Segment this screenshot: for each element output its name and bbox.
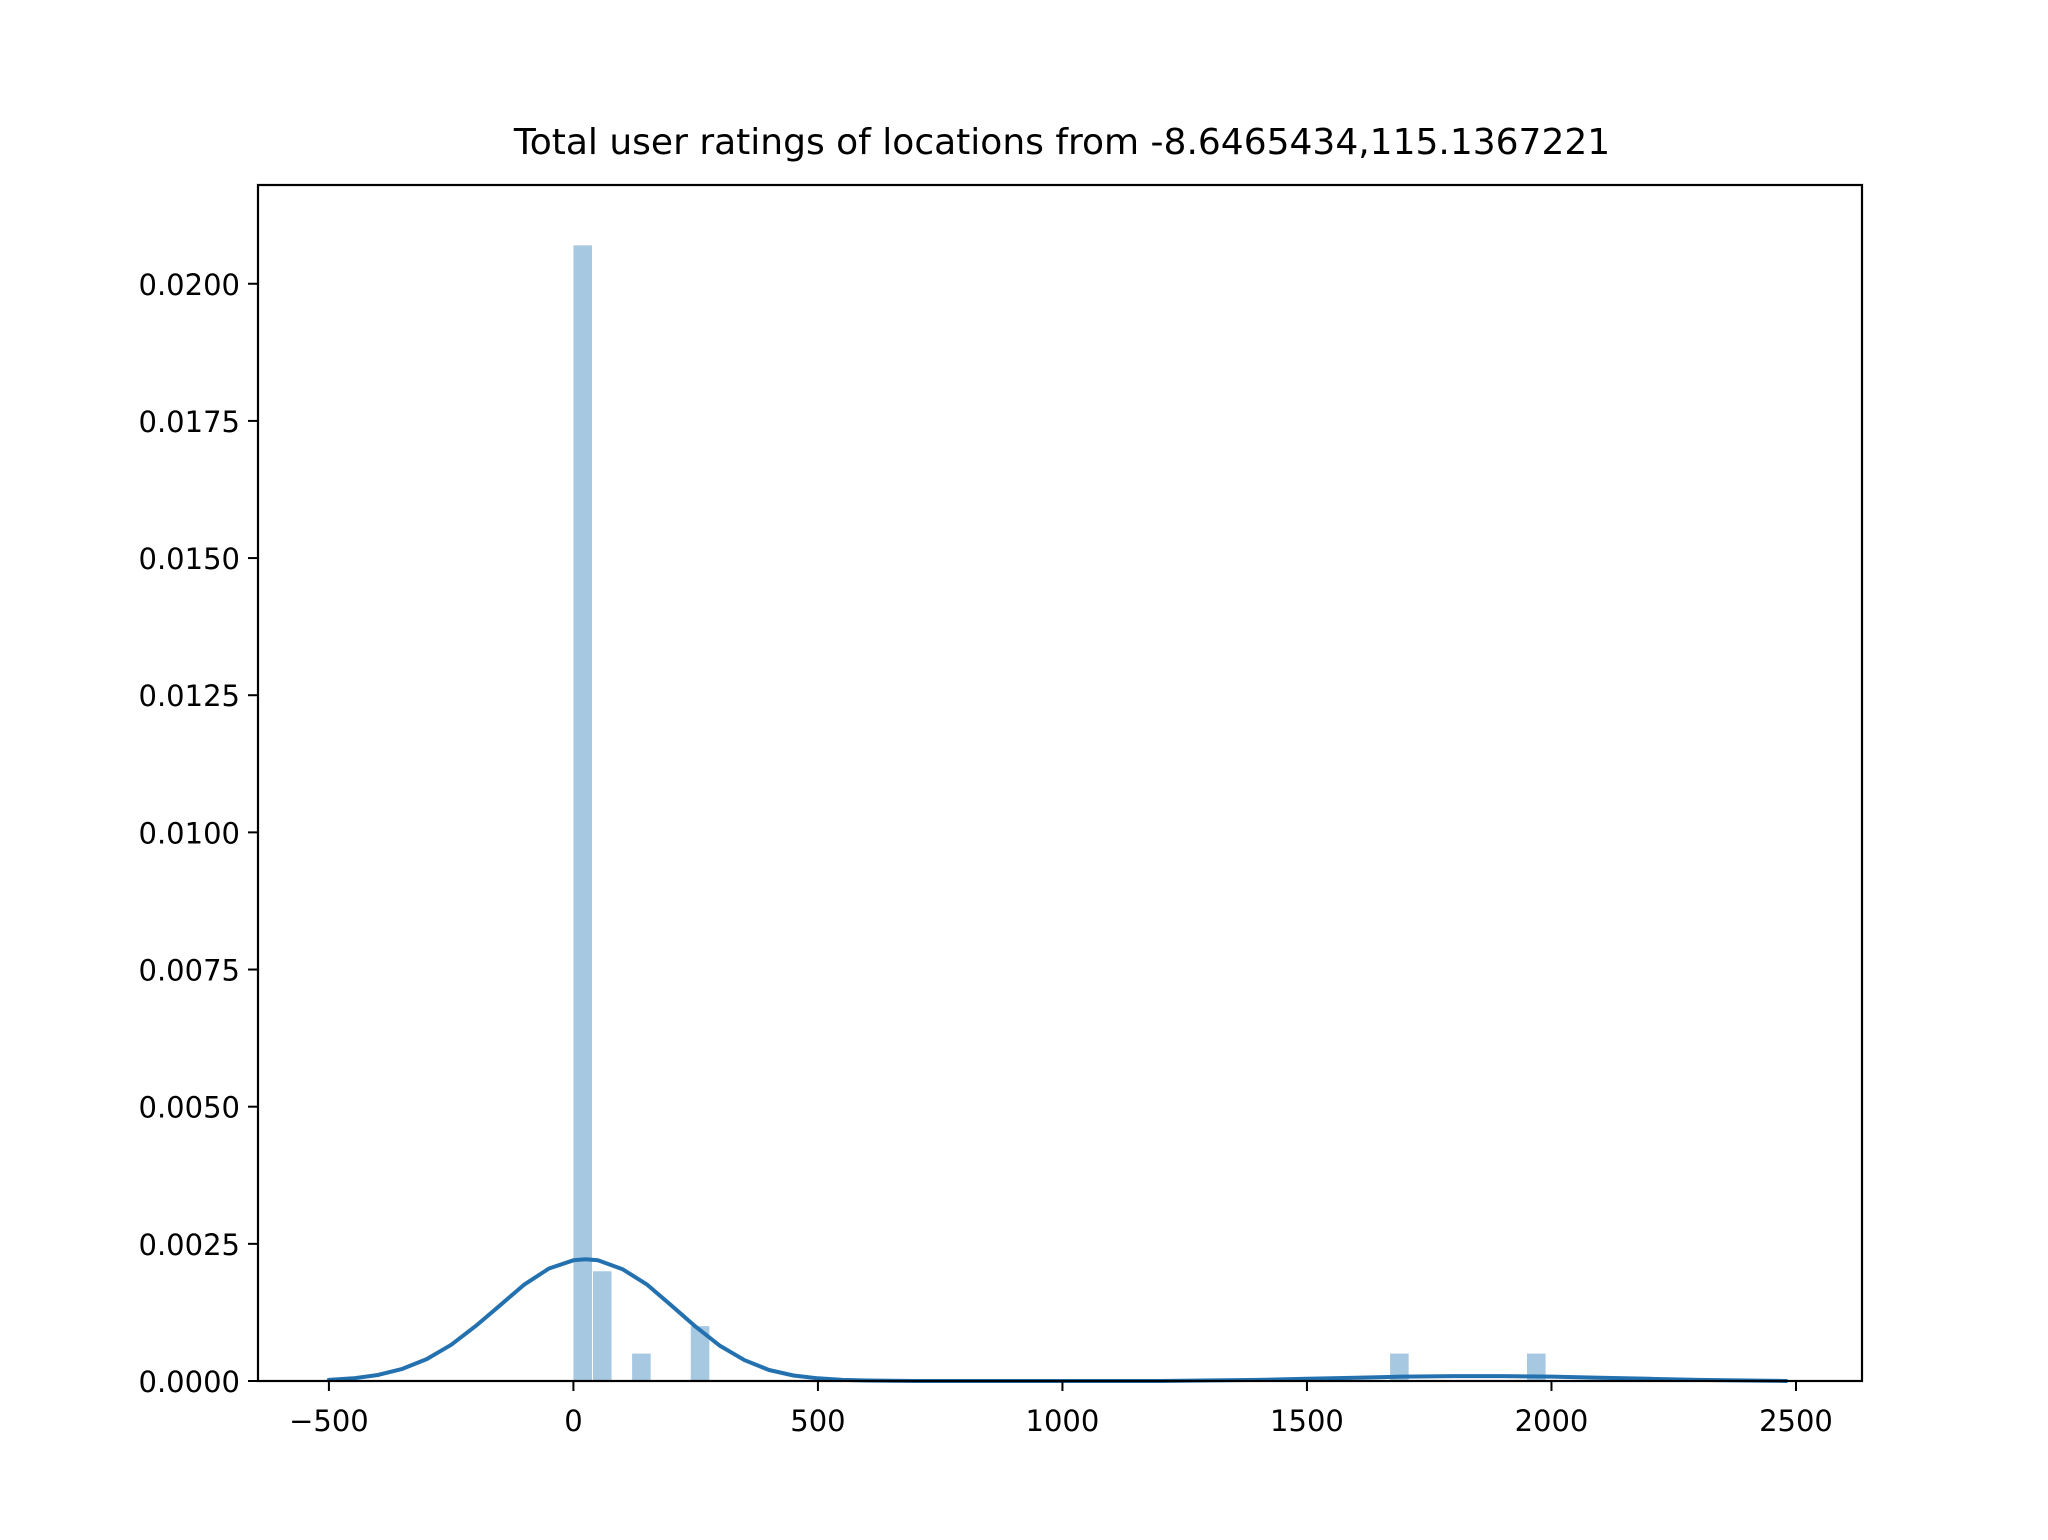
bars-layer — [573, 245, 1546, 1381]
x-tick-label: 2000 — [1515, 1404, 1589, 1438]
histogram-bar — [592, 1271, 612, 1381]
histogram-bar — [573, 245, 592, 1381]
histogram-bar — [632, 1353, 651, 1381]
histogram-bar — [1527, 1353, 1546, 1381]
y-tick-label: 0.0175 — [139, 405, 240, 439]
histogram-bar — [1390, 1353, 1409, 1381]
x-tick-label: 0 — [564, 1404, 582, 1438]
x-tick-label: 2500 — [1759, 1404, 1833, 1438]
y-tick-label: 0.0075 — [139, 954, 240, 988]
x-tick-label: 1000 — [1026, 1404, 1100, 1438]
plot-frame — [256, 183, 1864, 1383]
y-tick-label: 0.0025 — [139, 1228, 240, 1262]
histogram-bar — [690, 1326, 710, 1381]
chart-title: Total user ratings of locations from -8.… — [513, 122, 1610, 163]
axes-layer — [256, 183, 1864, 1383]
y-tick-label: 0.0200 — [139, 268, 240, 302]
y-tick-label: 0.0150 — [139, 542, 240, 576]
kde-layer — [326, 1257, 1789, 1383]
y-tick-label: 0.0125 — [139, 679, 240, 713]
y-tick-label: 0.0000 — [139, 1365, 240, 1399]
y-tick-label: 0.0100 — [139, 816, 240, 850]
ticks-layer: −500 0 500 1000 1500 2000 2500 0.0000 0.0025 0.00… — [139, 268, 1833, 1438]
x-tick-label: 500 — [790, 1404, 845, 1438]
x-tick-label: 1500 — [1270, 1404, 1344, 1438]
x-tick-label: −500 — [289, 1404, 369, 1438]
y-tick-label: 0.0050 — [139, 1091, 240, 1125]
kde-curve — [326, 1257, 1789, 1383]
